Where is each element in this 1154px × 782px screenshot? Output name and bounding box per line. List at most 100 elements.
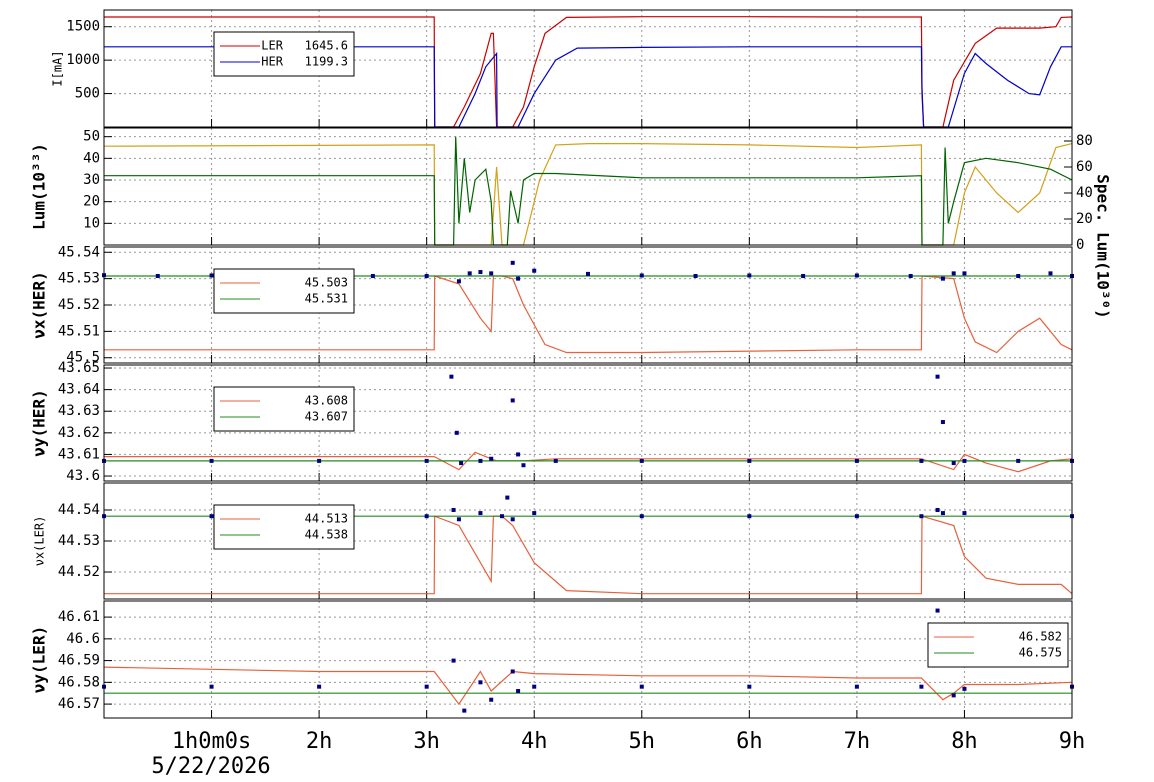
data-point — [639, 514, 644, 519]
data-point — [935, 608, 940, 613]
data-point — [505, 495, 510, 500]
data-point — [454, 430, 459, 435]
data-point — [467, 271, 472, 276]
y-tick-label: 45.5 — [66, 350, 100, 366]
series-line — [104, 275, 1073, 354]
y-tick-label: 46.61 — [58, 609, 100, 625]
data-point — [553, 458, 558, 463]
y-tick-label: 44.54 — [58, 502, 100, 518]
legend: LER 1645.6 HER 1199.3 — [213, 31, 355, 77]
y-axis-label: νx(HER) — [30, 271, 49, 338]
data-point — [854, 273, 859, 278]
legend-box — [213, 268, 355, 314]
y2-tick-label: 40 — [1076, 185, 1093, 201]
y-tick-label: 46.57 — [58, 696, 100, 712]
data-point — [459, 461, 464, 466]
data-point — [155, 274, 160, 278]
data-point — [424, 274, 429, 278]
data-point — [449, 374, 454, 379]
plot-frame — [103, 482, 1073, 600]
data-point — [639, 458, 644, 463]
x-tick-label: 2h — [306, 729, 333, 754]
y-tick-label: 50 — [83, 129, 100, 145]
y-tick-label: 20 — [83, 194, 100, 210]
data-point — [209, 514, 214, 519]
x-tick-label: 4h — [521, 729, 548, 754]
data-point — [510, 517, 515, 522]
data-point — [962, 458, 967, 463]
data-point — [639, 273, 644, 278]
data-point — [935, 507, 940, 512]
legend: 45.503 45.531 — [213, 268, 355, 314]
y-tick-label: 43.6 — [66, 468, 100, 484]
legend-label: 46.575 — [1019, 646, 1062, 660]
y-tick-label: 45.51 — [58, 323, 100, 339]
x-tick-label: 1h0m0s — [172, 729, 251, 754]
legend-label: 44.538 — [305, 528, 348, 542]
data-point — [510, 260, 515, 265]
y-tick-label: 500 — [75, 86, 100, 102]
legend-label: 45.503 — [305, 276, 348, 290]
legend-label: 43.608 — [305, 394, 348, 408]
data-point — [586, 271, 590, 276]
y2-axis-label: Spec. Lum(10³⁰) — [1094, 174, 1113, 319]
plot-frame — [103, 246, 1073, 364]
y-tick-label: 40 — [83, 150, 100, 166]
data-point — [693, 274, 698, 278]
data-point — [489, 697, 494, 702]
data-point — [209, 273, 214, 278]
y-tick-label: 45.54 — [58, 244, 100, 260]
data-point — [962, 271, 967, 276]
data-point — [510, 669, 515, 674]
series-line — [104, 136, 1073, 246]
y-tick-label: 45.53 — [58, 271, 100, 287]
data-point — [908, 274, 913, 278]
data-point — [516, 689, 521, 694]
data-point — [1048, 271, 1053, 276]
data-point — [209, 458, 214, 463]
y-tick-label: 44.52 — [58, 564, 100, 580]
data-point — [478, 511, 483, 516]
data-point — [451, 507, 456, 512]
data-point — [209, 684, 214, 689]
legend-box — [927, 622, 1069, 668]
data-point — [424, 514, 429, 519]
data-point — [919, 514, 924, 519]
x-tick-label: 8h — [951, 729, 978, 754]
data-point — [951, 693, 956, 698]
data-point — [940, 420, 945, 425]
data-point — [962, 511, 967, 516]
data-point — [801, 274, 806, 278]
y-tick-label: 1000 — [66, 52, 100, 68]
data-point — [951, 461, 956, 466]
data-point — [510, 398, 515, 403]
data-point — [489, 271, 494, 276]
y-tick-label: 46.6 — [66, 631, 100, 647]
data-point — [1016, 458, 1021, 463]
legend: 43.608 43.607 — [213, 386, 355, 432]
legend-label: 43.607 — [305, 410, 348, 424]
y-tick-label: 1500 — [66, 19, 100, 35]
y-axis-label: Lum(10³³) — [30, 143, 49, 230]
x-axis-date: 5/22/2026 — [151, 754, 270, 779]
series-line — [104, 16, 1073, 128]
x-tick-label: 3h — [413, 729, 440, 754]
data-point — [478, 458, 483, 463]
y-tick-label: 43.63 — [58, 403, 100, 419]
y-tick-label: 43.64 — [58, 382, 100, 398]
plot-frame — [103, 127, 1073, 246]
data-point — [935, 374, 940, 379]
y-tick-label: 46.59 — [58, 653, 100, 669]
data-point — [456, 517, 461, 522]
data-point — [370, 274, 375, 278]
y-tick-label: 43.62 — [58, 425, 100, 441]
data-point — [499, 514, 504, 519]
data-point — [451, 658, 456, 663]
data-point — [516, 452, 521, 457]
y-axis-label: νy(HER) — [30, 389, 49, 456]
y2-tick-label: 0 — [1076, 237, 1084, 253]
data-point — [747, 458, 752, 463]
data-point — [940, 511, 945, 516]
y-tick-label: 44.53 — [58, 533, 100, 549]
y2-tick-label: 60 — [1076, 159, 1093, 175]
